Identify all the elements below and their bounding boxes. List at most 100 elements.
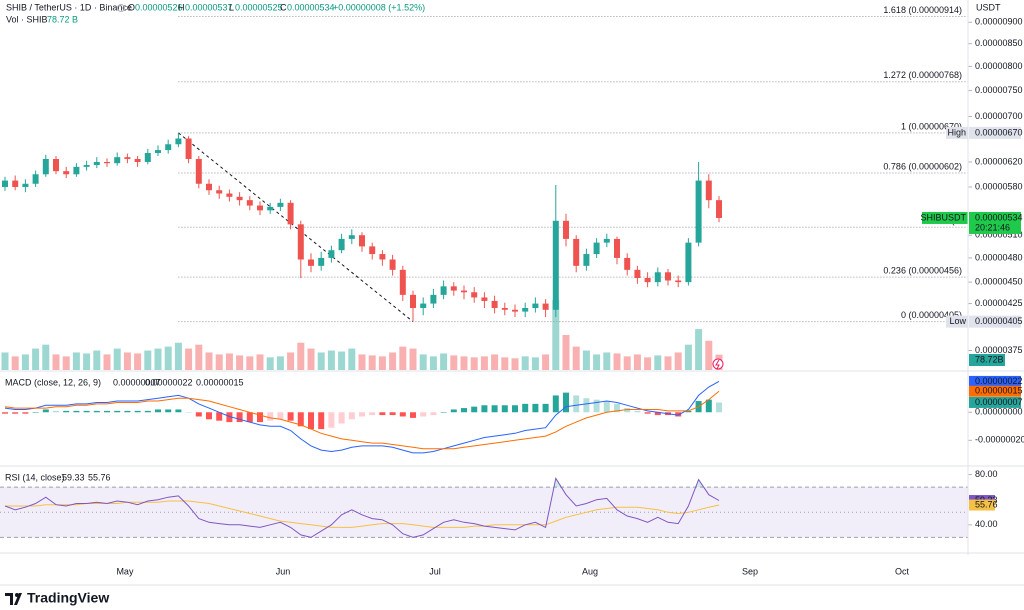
candle-body — [246, 200, 253, 206]
legend-value: 0.00000007 — [113, 377, 161, 387]
status-icon — [117, 4, 125, 12]
y-tick-label: 0.00000700 — [975, 111, 1023, 121]
volume-bar — [440, 353, 448, 370]
macd-histogram-bar — [236, 412, 243, 423]
volume-bar — [236, 355, 244, 370]
volume-bar — [684, 344, 692, 370]
macd-histogram-bar — [2, 412, 8, 414]
candle-body — [257, 205, 263, 211]
candle-body — [440, 286, 447, 295]
candle-body — [461, 290, 467, 293]
candle-body — [573, 238, 580, 266]
macd-histogram-bar — [308, 412, 314, 430]
candle-body — [614, 238, 620, 258]
volume-bar — [103, 354, 111, 370]
volume-bar — [572, 346, 580, 370]
fib-label: 1 (0.00000670) — [901, 121, 962, 131]
candle-body — [297, 224, 304, 260]
macd-histogram-bar — [114, 410, 121, 413]
macd-histogram-bar — [685, 410, 692, 413]
macd-histogram-bar — [389, 412, 396, 416]
event-icon[interactable] — [712, 358, 724, 370]
macd-histogram-bar — [430, 412, 437, 416]
volume-bar — [358, 354, 366, 370]
tag-box — [969, 315, 1021, 328]
volume-bar — [450, 355, 458, 370]
macd-histogram-bar — [675, 412, 682, 417]
volume-value: 78.72 B — [47, 14, 78, 24]
volume-bar — [256, 354, 264, 370]
candle-body — [63, 171, 70, 175]
candle-body — [399, 269, 406, 295]
macd-histogram-bar — [542, 403, 549, 413]
macd-histogram-bar — [471, 406, 478, 413]
macd-histogram-bar — [297, 412, 304, 427]
candle-body — [542, 303, 549, 310]
macd-histogram-bar — [226, 412, 233, 423]
volume-bar — [552, 299, 560, 370]
volume-bar — [419, 354, 427, 370]
volume-bar — [205, 352, 213, 370]
y-tick-label: 0.00000900 — [975, 17, 1023, 27]
volume-bar — [164, 346, 172, 370]
volume-bar — [593, 354, 601, 370]
volume-bar — [72, 352, 80, 370]
value-tag-box — [969, 375, 1021, 387]
ohlc-label: O — [128, 2, 135, 12]
value-tag-box — [969, 499, 995, 511]
candle-body — [318, 257, 325, 266]
macd-histogram-bar — [318, 412, 325, 430]
candle-body — [603, 238, 610, 243]
macd-histogram-bar — [440, 412, 447, 413]
volume-bar — [134, 353, 142, 370]
macd-histogram-bar — [338, 412, 345, 424]
macd-histogram-bar — [134, 410, 141, 413]
candle-body — [22, 183, 29, 187]
candle-body — [267, 206, 274, 211]
ohlc-label: C — [280, 2, 287, 12]
macd-histogram-bar — [42, 409, 49, 413]
change: +0.00000008 (+1.52%) — [333, 2, 425, 12]
candle-body — [175, 138, 182, 145]
volume-bar — [633, 354, 641, 370]
macd-histogram-bar — [124, 410, 131, 413]
volume-tag-box — [969, 354, 1005, 366]
tag-value: 0.00000534 — [975, 212, 1023, 222]
macd-histogram-bar — [93, 410, 100, 413]
ohlc-label: L — [229, 2, 234, 12]
candle-body — [236, 196, 243, 201]
fib-label: 0.786 (0.00000602) — [883, 161, 962, 171]
volume-bar — [266, 357, 274, 370]
volume-bar — [521, 356, 529, 370]
volume-bar — [491, 354, 499, 370]
volume-bar — [338, 351, 346, 370]
tag-countdown: 20:21:46 — [975, 222, 1010, 232]
tag-name: SHIBUSDT — [920, 212, 966, 222]
macd-histogram-bar — [32, 412, 39, 413]
volume-bar — [348, 348, 356, 370]
volume-bar — [368, 355, 376, 370]
candle-body — [124, 157, 131, 159]
candle-body — [675, 280, 682, 283]
volume-bar — [287, 352, 295, 370]
volume-bar — [1, 352, 9, 370]
macd-histogram-bar — [379, 412, 386, 416]
y-tick-label: -0.00000020 — [975, 435, 1024, 445]
volume-bar — [154, 348, 162, 370]
macd-histogram-bar — [53, 410, 59, 413]
candle-body — [338, 238, 345, 251]
macd-histogram-bar — [63, 410, 70, 413]
volume-bar — [144, 350, 152, 370]
volume-bar — [542, 354, 550, 370]
y-tick-label: 0.00000800 — [975, 61, 1023, 71]
macd-histogram-bar — [705, 399, 712, 413]
ohlc-value: 0.00000537 — [185, 2, 233, 12]
macd-histogram-bar — [185, 412, 192, 413]
ohlc-value: 0.00000526 — [135, 2, 183, 12]
macd-line — [4, 380, 720, 454]
volume-bar — [195, 344, 203, 370]
candle-body — [563, 220, 569, 239]
macd-histogram-bar — [195, 412, 202, 417]
candle-body — [685, 242, 692, 283]
y-tick-label: 0.00000510 — [975, 230, 1023, 240]
